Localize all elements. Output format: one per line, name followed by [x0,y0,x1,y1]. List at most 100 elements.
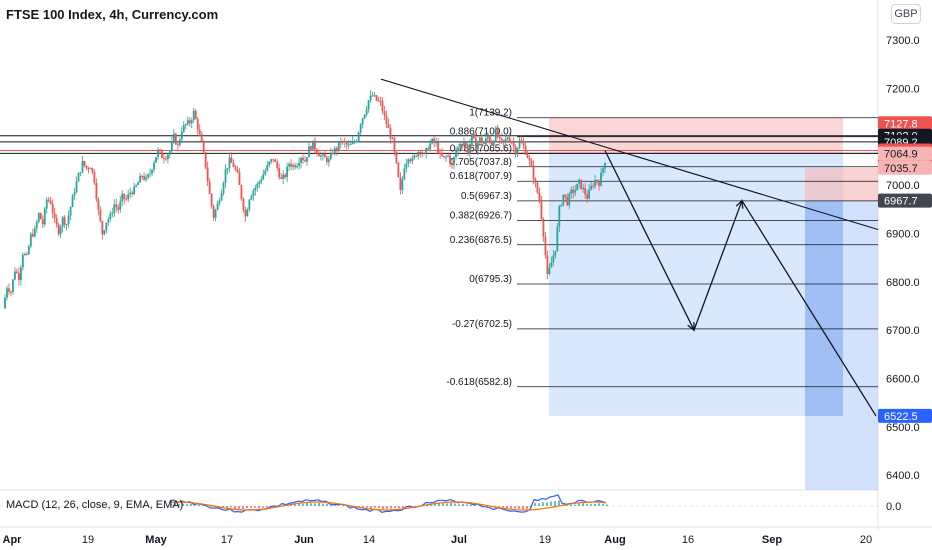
candle-body [258,181,261,184]
candle-body [196,119,199,130]
candle-body [532,165,535,180]
candle-body [284,174,287,178]
candle-body [584,188,587,195]
candle-body [266,165,269,171]
candle-body [524,145,527,155]
candle-body [292,165,294,167]
candle-body [127,194,130,200]
candle-body [252,190,255,197]
macd-histogram-bar [326,503,328,506]
candle-body [512,142,515,147]
candle-body [278,168,281,178]
candle-body [602,168,604,173]
candle-body [149,173,151,175]
macd-histogram-bar [186,504,188,506]
macd-histogram-bar [502,506,504,508]
candle-body [508,137,511,142]
candle-body [153,162,155,170]
y-tick-label: 7000.0 [886,180,920,192]
price-badge [878,160,932,175]
candle-body [101,221,104,235]
price-badge-label: 6522.5 [884,411,918,423]
candle-body [29,233,32,247]
macd-histogram-bar [210,506,212,507]
candle-body [461,145,463,147]
candle-body [71,195,74,208]
signal-line [169,501,607,511]
candle-body [240,185,243,199]
candle-body [107,219,110,223]
fib-label: -0.618(6582.8) [446,377,512,388]
candle-body [119,201,122,210]
candle-body [451,163,453,165]
candle-body [469,144,471,154]
candle-body [471,133,473,145]
candle-body [417,151,420,157]
candle-body [163,157,165,159]
macd-histogram-bar [450,502,452,506]
macd-histogram-bar [546,502,548,506]
candle-body [528,157,531,161]
x-tick-label: 20 [860,534,872,546]
candle-body [540,200,543,219]
macd-histogram-bar [314,503,316,506]
fib-label: 0(6795.3) [469,274,512,285]
price-badge-label: 7127.8 [884,118,918,130]
candle-body [302,157,304,161]
candle-body [429,143,432,150]
macd-histogram-bar [366,506,368,508]
y-tick-label: 6600.0 [886,373,920,385]
candle-body [337,142,340,151]
candle-body [349,143,352,145]
fib-label: 0.382(6926.7) [450,210,512,221]
candle-body [413,155,416,159]
stop-zone-right [805,167,878,201]
x-tick-label: May [145,534,167,546]
macd-histogram-bar [554,501,556,506]
candle-body [296,166,298,168]
candle-body [536,182,539,193]
candle-body [474,138,477,150]
macd-histogram-bar [598,503,600,506]
candle-body [147,174,149,178]
y-tick-label: 6800.0 [886,277,920,289]
candle-body [522,142,525,146]
candle-body [465,142,467,146]
candle-body [208,181,211,194]
macd-histogram-bar [334,505,336,506]
macd-histogram-bar [254,506,256,508]
candle-body [383,111,386,116]
macd-histogram-bar [434,504,436,506]
candle-body [103,230,106,235]
candle-body [21,254,24,268]
candle-body [320,155,322,157]
currency-button[interactable]: GBP [891,4,921,24]
candle-body [41,219,44,225]
candle-body [137,182,140,186]
macd-histogram-bar [350,506,352,508]
candle-body [604,162,606,169]
candle-body [159,149,161,151]
candle-body [397,162,400,177]
macd-histogram-bar [522,506,524,510]
macd-histogram-bar [550,501,552,506]
candle-body [220,193,223,201]
fib-label: 0.236(6876.5) [450,235,512,246]
candle-body [306,157,308,162]
candle-body [467,145,469,154]
candle-body [542,218,545,237]
candle-body [516,148,519,155]
candle-body [262,174,265,180]
candle-body [498,136,501,139]
macd-histogram-bar [290,504,292,506]
candle-body [115,204,118,208]
candle-body [182,125,185,132]
candle-body [270,159,273,162]
candle-body [286,166,289,178]
macd-histogram-bar [574,504,576,506]
candle-body [172,133,175,142]
x-tick-label: Apr [3,534,23,546]
macd-histogram-bar [538,503,540,506]
macd-histogram-bar [398,506,400,509]
